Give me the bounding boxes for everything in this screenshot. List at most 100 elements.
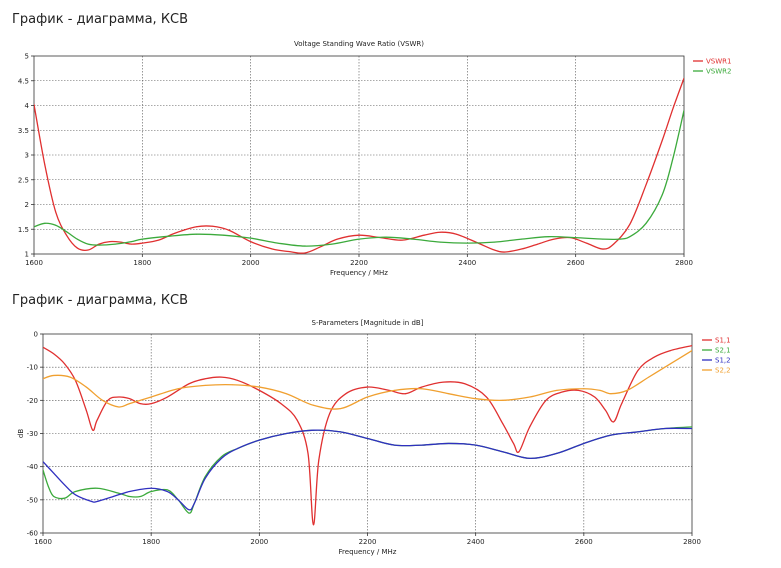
data-point bbox=[74, 494, 76, 496]
data-point bbox=[442, 381, 444, 383]
data-point bbox=[448, 393, 450, 395]
data-point bbox=[64, 363, 66, 365]
data-point bbox=[174, 232, 176, 234]
data-point bbox=[43, 461, 44, 463]
data-point bbox=[158, 239, 160, 241]
data-point bbox=[212, 225, 214, 227]
data-point bbox=[466, 242, 468, 244]
data-point bbox=[55, 224, 57, 226]
data-point bbox=[629, 236, 631, 238]
data-point bbox=[464, 383, 466, 385]
data-point bbox=[43, 378, 44, 380]
y-tick-label: 0 bbox=[34, 331, 38, 339]
data-point bbox=[312, 524, 314, 526]
data-point bbox=[168, 235, 170, 237]
y-tick-label: -30 bbox=[27, 430, 38, 438]
data-point bbox=[336, 238, 338, 240]
data-point bbox=[114, 243, 116, 245]
data-point bbox=[421, 388, 423, 390]
data-point bbox=[66, 234, 67, 236]
data-point bbox=[521, 248, 522, 250]
data-point bbox=[188, 383, 190, 385]
data-point bbox=[285, 393, 287, 395]
data-point bbox=[548, 236, 550, 238]
data-point bbox=[44, 222, 46, 224]
data-point bbox=[285, 433, 287, 434]
data-point bbox=[87, 249, 89, 251]
data-point bbox=[129, 491, 131, 493]
x-tick-label: 2600 bbox=[575, 538, 593, 546]
data-point bbox=[101, 399, 103, 401]
data-point bbox=[637, 431, 639, 433]
y-tick-label: 1 bbox=[25, 251, 29, 259]
data-point bbox=[177, 499, 179, 501]
data-point bbox=[129, 403, 131, 405]
data-point bbox=[339, 408, 341, 410]
x-tick-label: 1800 bbox=[142, 538, 160, 546]
data-point bbox=[98, 243, 100, 245]
series-S1,1 bbox=[43, 344, 692, 526]
data-point bbox=[204, 477, 206, 479]
data-point bbox=[34, 104, 35, 106]
data-point bbox=[43, 469, 44, 471]
data-point bbox=[502, 451, 504, 453]
data-point bbox=[645, 222, 647, 224]
data-point bbox=[583, 388, 585, 390]
y-tick-label: 5 bbox=[25, 53, 29, 61]
data-point bbox=[556, 389, 558, 391]
x-tick-label: 2000 bbox=[250, 538, 268, 546]
y-tick-label: -40 bbox=[27, 463, 38, 471]
data-point bbox=[118, 406, 120, 408]
data-point bbox=[691, 426, 692, 428]
y-tick-label: 2.5 bbox=[18, 176, 29, 184]
data-point bbox=[53, 472, 55, 474]
legend-label: S2,2 bbox=[715, 367, 731, 375]
y-tick-label: -10 bbox=[27, 364, 38, 372]
data-point bbox=[669, 363, 671, 365]
x-tick-label: 2600 bbox=[567, 259, 585, 267]
data-point bbox=[412, 238, 414, 240]
y-tick-label: 4.5 bbox=[18, 77, 29, 85]
data-point bbox=[367, 386, 368, 388]
data-point bbox=[204, 378, 206, 380]
chart1-page-heading: График - диаграмма, КСВ bbox=[12, 12, 189, 27]
series-S1,2 bbox=[43, 427, 692, 511]
data-point bbox=[139, 496, 141, 498]
data-point bbox=[661, 194, 663, 196]
data-point bbox=[385, 236, 387, 238]
data-point bbox=[561, 391, 563, 393]
data-point bbox=[250, 237, 252, 239]
chart-title: Voltage Standing Wave Ratio (VSWR) bbox=[294, 40, 424, 48]
data-point bbox=[401, 239, 403, 241]
series-line bbox=[43, 350, 692, 410]
x-tick-label: 1600 bbox=[34, 538, 52, 546]
data-point bbox=[53, 496, 55, 498]
data-point bbox=[66, 231, 67, 233]
x-tick-label: 2200 bbox=[350, 259, 368, 267]
data-point bbox=[109, 241, 111, 243]
data-point bbox=[537, 243, 539, 245]
data-point bbox=[64, 484, 66, 486]
data-point bbox=[220, 376, 222, 378]
data-point bbox=[621, 403, 623, 405]
data-point bbox=[618, 238, 620, 240]
data-point bbox=[331, 243, 333, 245]
data-point bbox=[129, 496, 131, 498]
data-point bbox=[529, 396, 531, 398]
data-point bbox=[513, 442, 515, 444]
data-point bbox=[55, 211, 57, 213]
data-point bbox=[475, 444, 477, 446]
y-tick-label: -50 bbox=[27, 496, 38, 504]
y-axis-label: dB bbox=[17, 429, 25, 438]
data-point bbox=[223, 234, 225, 236]
data-point bbox=[96, 487, 98, 489]
data-point bbox=[613, 243, 615, 245]
x-axis-label: Frequency / MHz bbox=[339, 548, 397, 556]
data-point bbox=[166, 489, 168, 491]
data-point bbox=[318, 459, 320, 461]
data-point bbox=[439, 231, 441, 233]
chart-title: S-Parameters [Magnitude in dB] bbox=[312, 319, 424, 327]
data-point bbox=[691, 350, 692, 352]
x-tick-label: 1800 bbox=[133, 259, 151, 267]
chart2-page-heading: График - диаграмма, КСВ bbox=[12, 293, 189, 308]
